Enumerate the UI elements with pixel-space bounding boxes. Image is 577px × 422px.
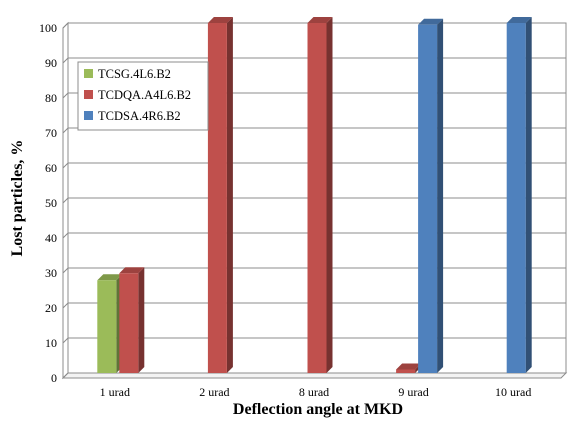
bar <box>396 363 422 373</box>
gridlines <box>62 22 566 379</box>
y-tick-label: 0 <box>51 371 57 385</box>
y-tick-label: 50 <box>45 196 57 210</box>
gridline <box>62 337 566 344</box>
gridline <box>62 162 566 169</box>
bar-top <box>396 363 422 370</box>
bar-side <box>226 17 233 373</box>
bar-front <box>506 23 526 373</box>
x-tick-label: 8 urad <box>299 385 329 399</box>
bar-side <box>326 17 333 373</box>
gridline <box>62 57 566 64</box>
legend-item: TCDQA.A4L6.B2 <box>84 88 191 102</box>
legend-label: TCDQA.A4L6.B2 <box>98 88 191 102</box>
legend-item: TCDSA.4R6.B2 <box>84 109 181 123</box>
x-tick-label: 9 urad <box>398 385 428 399</box>
bars <box>97 17 532 373</box>
bar-front <box>418 24 438 373</box>
bar-top <box>207 17 233 23</box>
bar <box>418 18 444 373</box>
y-tick-label: 70 <box>45 126 57 140</box>
y-tick-label: 20 <box>45 301 57 315</box>
y-tick-label: 40 <box>45 231 57 245</box>
gridline <box>62 92 566 99</box>
bar <box>207 17 233 373</box>
gridline <box>62 232 566 239</box>
legend-swatch <box>84 111 93 120</box>
x-tick-labels: 1 urad 2 urad 8 urad 9 urad 10 urad <box>100 385 532 399</box>
bar-side <box>138 267 145 373</box>
x-tick-label: 10 urad <box>495 385 531 399</box>
x-tick-label: 2 urad <box>199 385 229 399</box>
bar-top <box>97 274 123 281</box>
y-tick-label: 10 <box>45 336 57 350</box>
bar <box>97 274 123 373</box>
y-tick-label: 30 <box>45 266 57 280</box>
gridline <box>62 197 566 204</box>
legend-item: TCSG.4L6.B2 <box>84 67 171 81</box>
legend-label: TCDSA.4R6.B2 <box>98 109 181 123</box>
y-tick-label: 90 <box>45 56 57 70</box>
x-axis-title: Deflection angle at MKD <box>233 401 403 418</box>
legend-swatch <box>84 69 93 78</box>
bar-front <box>307 23 327 373</box>
bar-side <box>525 17 532 373</box>
bar-front <box>97 280 117 373</box>
gridline <box>62 267 566 274</box>
gridline <box>62 22 566 29</box>
x-tick-label: 1 urad <box>100 385 130 399</box>
y-tick-labels: 0 10 20 30 40 50 60 70 80 90 100 <box>39 21 57 385</box>
bar <box>119 267 145 373</box>
bar-side <box>437 18 444 373</box>
gridline <box>62 127 566 134</box>
bar <box>506 17 532 373</box>
y-axis-title: Lost particles, % <box>9 140 26 257</box>
legend-label: TCSG.4L6.B2 <box>98 67 171 81</box>
gridline <box>62 302 566 309</box>
legend-box <box>77 61 209 131</box>
y-tick-label: 100 <box>39 21 57 35</box>
bar-top <box>307 17 333 23</box>
y-tick-label: 60 <box>45 161 57 175</box>
bar-front <box>207 23 227 373</box>
legend: TCSG.4L6.B2 TCDQA.A4L6.B2 TCDSA.4R6.B2 <box>77 61 209 131</box>
floor <box>61 372 568 379</box>
bar-front <box>119 273 139 373</box>
bar-top <box>119 267 145 274</box>
bar-top <box>506 17 532 23</box>
y-tick-label: 80 <box>45 91 57 105</box>
bar <box>307 17 333 373</box>
bar-top <box>418 18 444 25</box>
bar-front <box>396 369 416 373</box>
legend-swatch <box>84 90 93 99</box>
